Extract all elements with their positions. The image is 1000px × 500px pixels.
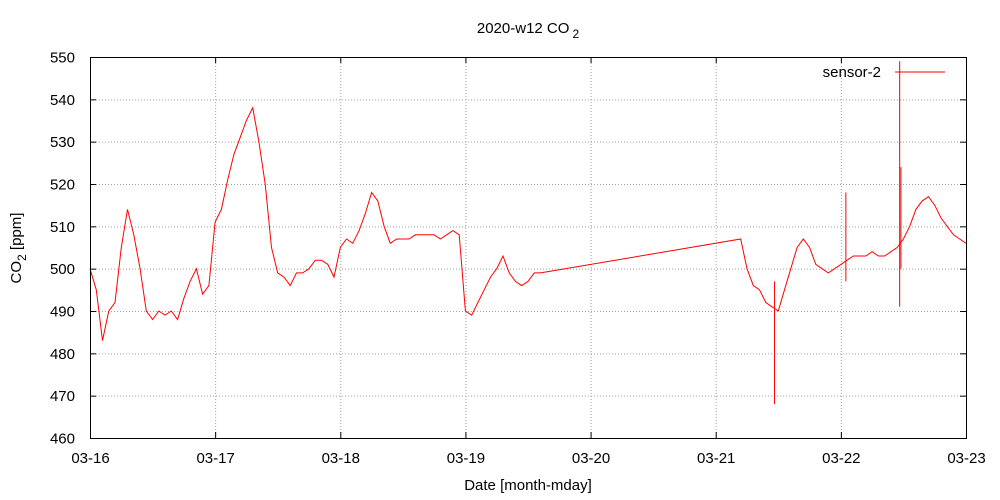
y-tick-label: 520 (50, 177, 75, 194)
y-tick-label: 550 (50, 50, 75, 67)
series-line-sensor-2 (89, 106, 967, 341)
y-tick-label: 460 (50, 431, 75, 448)
y-tick-label: 530 (50, 134, 75, 151)
y-tick-label: 500 (50, 261, 75, 278)
x-tick-label: 03-17 (196, 450, 234, 467)
gridlines (90, 57, 966, 438)
y-axis-title: CO2 [ppm] (8, 213, 29, 284)
x-axis-ticks: 03-16 03-17 03-18 03-19 03-20 03-21 03-22 03-23 (71, 57, 986, 467)
x-tick-label: 03-16 (71, 450, 109, 467)
x-tick-label: 03-22 (822, 450, 860, 467)
legend: sensor-2 (823, 64, 945, 81)
chart-title: 2020-w12 CO 2 (477, 20, 580, 41)
plot-frame (90, 57, 967, 439)
x-tick-label: 03-23 (947, 450, 985, 467)
y-tick-label: 470 (50, 388, 75, 405)
x-tick-label: 03-21 (697, 450, 735, 467)
series-layer (89, 61, 967, 405)
y-tick-label: 510 (50, 219, 75, 236)
legend-label-sensor-2: sensor-2 (823, 64, 881, 81)
x-tick-label: 03-20 (572, 450, 610, 467)
y-axis-ticks: 460 470 480 490 500 510 520 530 540 550 (50, 50, 966, 448)
y-tick-label: 480 (50, 346, 75, 363)
y-tick-label: 490 (50, 304, 75, 321)
x-tick-label: 03-19 (447, 450, 485, 467)
y-tick-label: 540 (50, 92, 75, 109)
x-axis-title: Date [month-mday] (464, 477, 592, 494)
x-tick-label: 03-18 (322, 450, 360, 467)
